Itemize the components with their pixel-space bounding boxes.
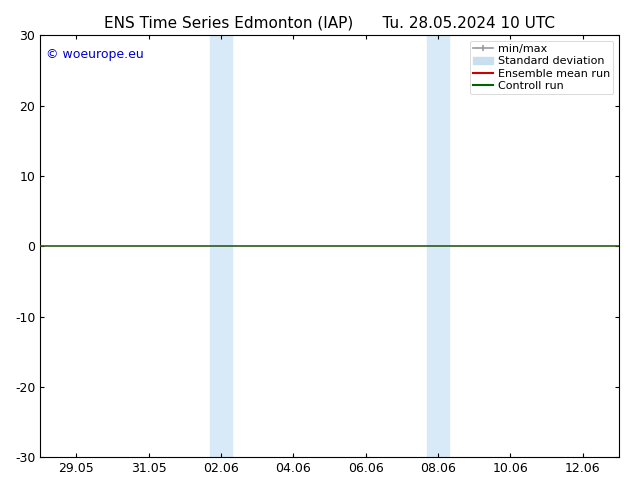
Legend: min/max, Standard deviation, Ensemble mean run, Controll run: min/max, Standard deviation, Ensemble me…: [470, 41, 614, 94]
Bar: [210, 35, 221, 457]
Bar: [221, 35, 232, 457]
Bar: [427, 35, 438, 457]
Text: © woeurope.eu: © woeurope.eu: [46, 48, 144, 61]
Title: ENS Time Series Edmonton (IAP)      Tu. 28.05.2024 10 UTC: ENS Time Series Edmonton (IAP) Tu. 28.05…: [104, 15, 555, 30]
Bar: [438, 35, 449, 457]
